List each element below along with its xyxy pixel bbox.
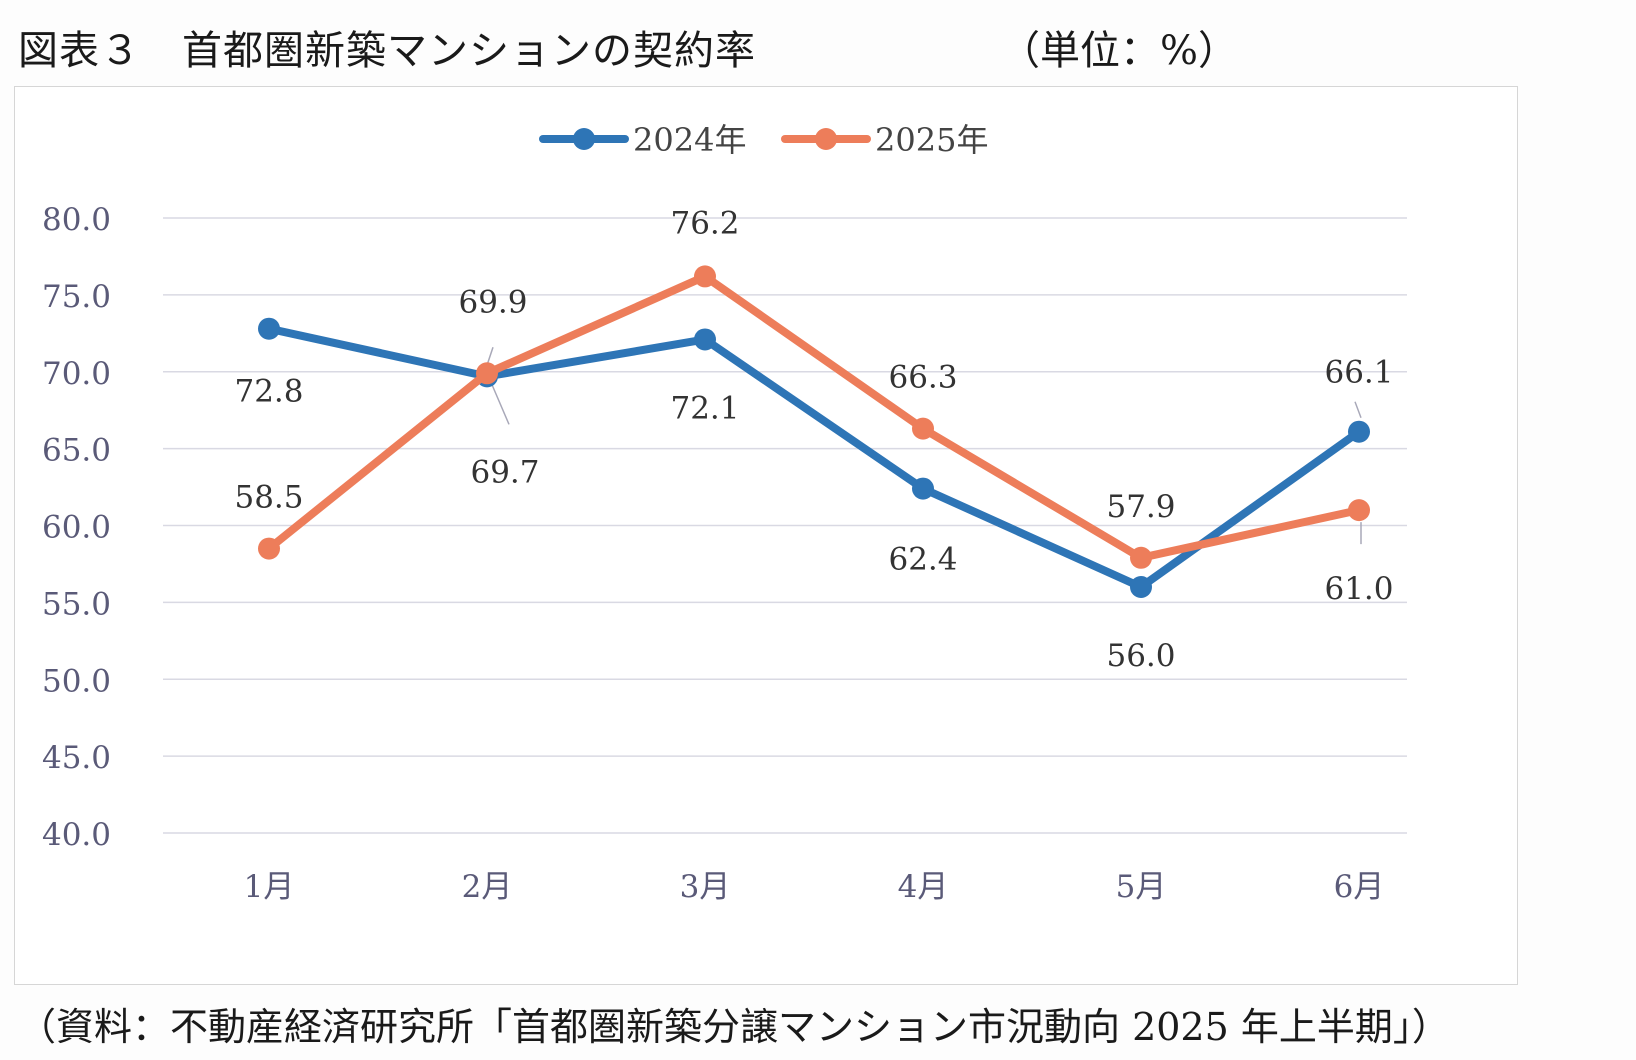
x-axis-ticks: 1月 2月 3月 4月 5月 6月 (244, 869, 1385, 905)
legend-label: 2025年 (875, 121, 988, 159)
source-note: （資料：不動産経済研究所「首都圏新築分譲マンション市況動向 2025 年上半期」… (18, 1005, 1450, 1049)
x-tick-label: 1月 (244, 869, 295, 905)
data-label: 72.8 (234, 374, 303, 410)
data-point (1130, 546, 1152, 569)
data-label: 76.2 (670, 205, 739, 241)
y-tick-label: 75.0 (42, 279, 111, 315)
figure-title: 図表３ 首都圏新築マンションの契約率 (18, 28, 756, 74)
y-axis-ticks: 40.0 45.0 50.0 55.0 60.0 65.0 70.0 75.0 80.0 (42, 202, 111, 853)
y-tick-label: 45.0 (42, 740, 111, 776)
data-label: 58.5 (234, 480, 303, 516)
y-tick-label: 60.0 (42, 510, 111, 546)
data-label: 69.9 (458, 284, 527, 320)
data-point (1130, 576, 1152, 598)
data-label: 56.0 (1106, 638, 1175, 674)
legend: 2024年 2025年 (539, 121, 988, 159)
data-label: 72.1 (670, 390, 739, 426)
data-point (694, 328, 716, 351)
series-layer (258, 265, 1370, 598)
x-tick-label: 4月 (898, 869, 949, 905)
data-label: 69.7 (470, 454, 539, 490)
y-tick-label: 65.0 (42, 433, 111, 469)
chart-frame: 40.0 45.0 50.0 55.0 60.0 65.0 70.0 75.0 80.0 1月 2… (14, 86, 1518, 985)
data-point (476, 362, 498, 385)
data-label: 66.3 (888, 360, 957, 396)
data-label: 62.4 (888, 542, 957, 578)
data-label: 57.9 (1106, 489, 1175, 525)
y-tick-label: 50.0 (42, 663, 111, 699)
data-point (1348, 420, 1370, 443)
legend-label: 2024年 (633, 121, 746, 159)
data-label: 66.1 (1324, 355, 1393, 391)
data-labels: 72.8 69.7 72.1 62.4 56.0 66.1 58.5 69.9 76.2 66.3… (234, 205, 1393, 674)
x-tick-label: 5月 (1116, 869, 1167, 905)
grid-layer (163, 217, 1407, 834)
x-tick-label: 2月 (462, 869, 513, 905)
unit-label: （単位：%） (1000, 28, 1239, 74)
series-line-0 (265, 324, 1363, 591)
data-point (912, 417, 934, 440)
data-point (912, 477, 934, 500)
leader-line (490, 382, 510, 425)
data-point (1348, 499, 1370, 522)
legend-swatch-marker (573, 128, 595, 150)
line-chart: 40.0 45.0 50.0 55.0 60.0 65.0 70.0 75.0 80.0 1月 2… (42, 121, 1407, 905)
x-tick-label: 3月 (680, 869, 731, 905)
data-point (258, 537, 280, 560)
leader-line (1354, 401, 1362, 418)
data-point (694, 265, 716, 288)
x-tick-label: 6月 (1334, 869, 1385, 905)
series-line-1 (265, 272, 1363, 562)
legend-swatch-marker (815, 128, 837, 150)
y-tick-label: 80.0 (42, 202, 111, 238)
y-tick-label: 55.0 (42, 586, 111, 622)
y-tick-label: 40.0 (42, 817, 111, 853)
y-tick-label: 70.0 (42, 356, 111, 392)
data-label: 61.0 (1324, 571, 1393, 607)
data-point (258, 317, 280, 340)
